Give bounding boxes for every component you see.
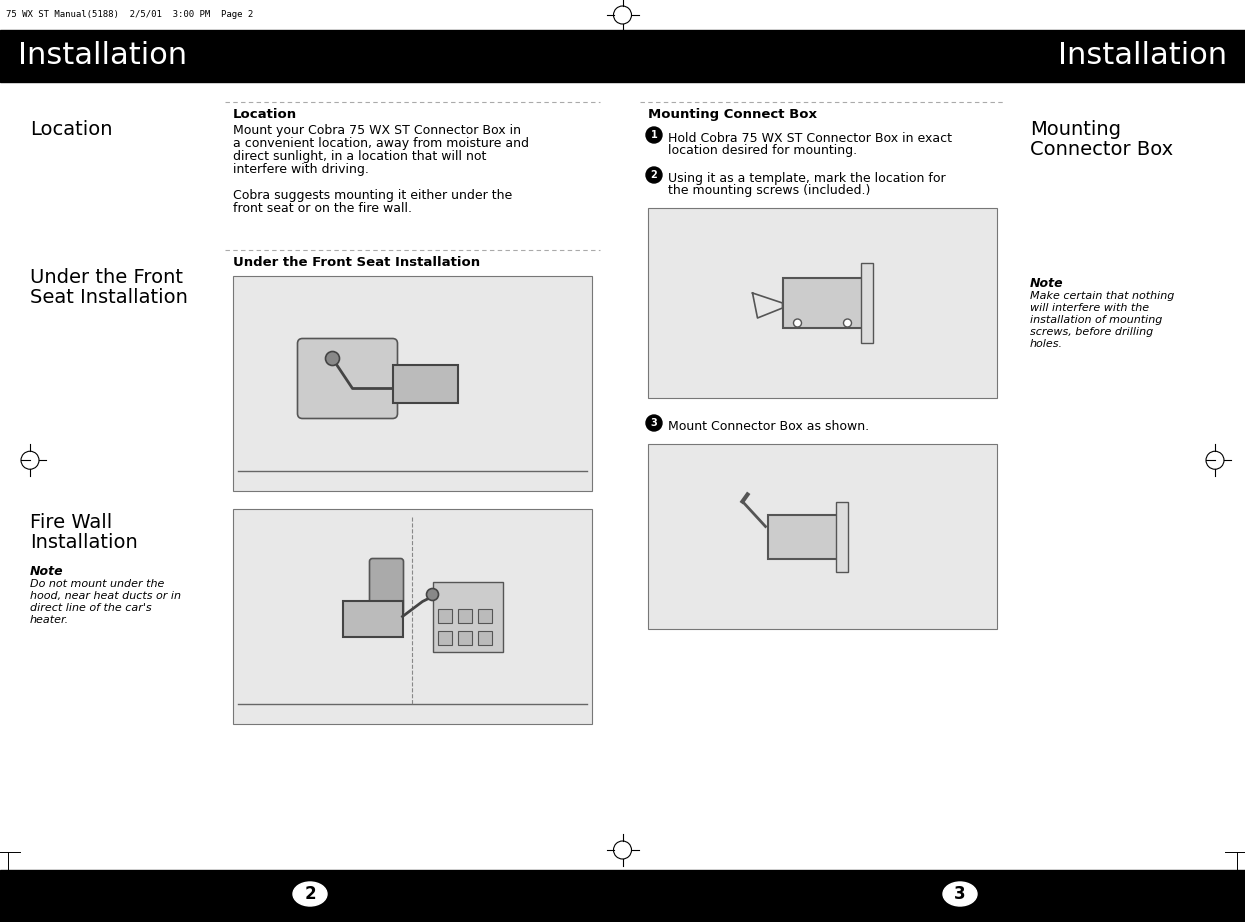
Text: Connector Box: Connector Box [1030, 140, 1173, 159]
Bar [233, 509, 593, 724]
Text: direct sunlight, in a location that will not: direct sunlight, in a location that will… [233, 150, 487, 163]
Bar [392, 365, 457, 404]
Bar [860, 263, 873, 343]
Bar [767, 514, 838, 559]
Bar [233, 276, 593, 491]
Text: direct line of the car's: direct line of the car's [30, 603, 152, 613]
Circle shape [793, 319, 802, 327]
Text: Mounting: Mounting [1030, 120, 1120, 139]
Text: Installation: Installation [1058, 41, 1228, 70]
Text: Using it as a template, mark the location for: Using it as a template, mark the locatio… [669, 172, 946, 185]
FancyBboxPatch shape [298, 338, 397, 419]
Circle shape [427, 588, 438, 600]
Text: installation of mounting: installation of mounting [1030, 315, 1163, 325]
Text: 1: 1 [651, 130, 657, 140]
Text: screws, before drilling: screws, before drilling [1030, 327, 1153, 337]
Text: Mounting Connect Box: Mounting Connect Box [647, 108, 817, 121]
Text: holes.: holes. [1030, 339, 1063, 349]
Bar [437, 609, 452, 622]
Text: a convenient location, away from moisture and: a convenient location, away from moistur… [233, 137, 529, 150]
Text: Under the Front Seat Installation: Under the Front Seat Installation [233, 256, 481, 269]
Bar [647, 208, 997, 398]
Text: location desired for mounting.: location desired for mounting. [669, 144, 857, 157]
Bar [0, 870, 1245, 922]
Bar [342, 600, 402, 636]
Bar [0, 0, 1245, 30]
Bar [478, 631, 492, 644]
Text: Location: Location [30, 120, 112, 139]
Text: front seat or on the fire wall.: front seat or on the fire wall. [233, 202, 412, 215]
Circle shape [646, 415, 662, 431]
Ellipse shape [293, 882, 327, 906]
Text: Note: Note [30, 565, 63, 578]
Text: 3: 3 [954, 885, 966, 903]
Text: 3: 3 [651, 418, 657, 428]
Text: Mount Connector Box as shown.: Mount Connector Box as shown. [669, 420, 869, 433]
Bar [457, 609, 472, 622]
Circle shape [844, 319, 852, 327]
Bar [835, 502, 848, 572]
Circle shape [646, 127, 662, 143]
Text: Installation: Installation [17, 41, 187, 70]
Text: Installation: Installation [30, 533, 138, 552]
Bar [783, 278, 863, 328]
Text: Cobra suggests mounting it either under the: Cobra suggests mounting it either under … [233, 189, 512, 202]
Bar [457, 631, 472, 644]
Text: 2: 2 [651, 170, 657, 180]
Text: Hold Cobra 75 WX ST Connector Box in exact: Hold Cobra 75 WX ST Connector Box in exa… [669, 132, 952, 145]
Ellipse shape [942, 882, 977, 906]
Text: Under the Front: Under the Front [30, 268, 183, 287]
Bar [478, 609, 492, 622]
Bar [0, 30, 1245, 82]
Text: Note: Note [1030, 277, 1063, 290]
Bar [437, 631, 452, 644]
Text: interfere with driving.: interfere with driving. [233, 163, 369, 176]
FancyBboxPatch shape [370, 559, 403, 614]
Circle shape [646, 167, 662, 183]
Circle shape [325, 351, 340, 365]
Text: Seat Installation: Seat Installation [30, 288, 188, 307]
Text: the mounting screws (included.): the mounting screws (included.) [669, 184, 870, 197]
Text: Fire Wall: Fire Wall [30, 513, 112, 532]
Bar [647, 444, 997, 629]
Text: heater.: heater. [30, 615, 70, 625]
Text: Do not mount under the: Do not mount under the [30, 579, 164, 589]
Text: Location: Location [233, 108, 298, 121]
Text: Mount your Cobra 75 WX ST Connector Box in: Mount your Cobra 75 WX ST Connector Box … [233, 124, 520, 137]
Text: will interfere with the: will interfere with the [1030, 303, 1149, 313]
Text: hood, near heat ducts or in: hood, near heat ducts or in [30, 591, 181, 601]
Text: Make certain that nothing: Make certain that nothing [1030, 291, 1174, 301]
Bar [432, 582, 503, 652]
Text: 75 WX ST Manual(5188)  2/5/01  3:00 PM  Page 2: 75 WX ST Manual(5188) 2/5/01 3:00 PM Pag… [6, 10, 253, 19]
Text: 2: 2 [304, 885, 316, 903]
